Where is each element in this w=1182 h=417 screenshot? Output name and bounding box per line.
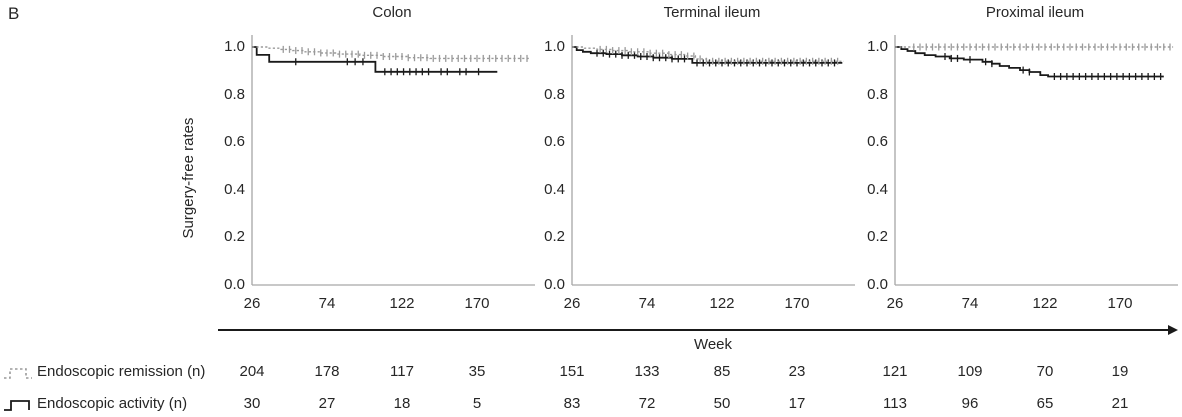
y-axis-label: Surgery-free rates bbox=[180, 117, 197, 239]
risk-count: 178 bbox=[314, 363, 340, 380]
risk-count: 5 bbox=[472, 395, 482, 412]
y-tick-label: 1.0 bbox=[867, 38, 888, 55]
y-tick-label: 0.6 bbox=[224, 133, 245, 151]
y-tick-label: 0.8 bbox=[544, 85, 565, 103]
y-tick-label: 0.0 bbox=[544, 276, 565, 293]
x-tick-label: 26 bbox=[243, 295, 261, 312]
risk-count: 18 bbox=[393, 395, 411, 412]
risk-count: 21 bbox=[1111, 395, 1129, 412]
risk-count: 27 bbox=[318, 395, 336, 412]
y-tick-label: 0.2 bbox=[867, 228, 888, 246]
km-curve-remission bbox=[572, 46, 844, 62]
y-tick-label: 1.0 bbox=[544, 38, 565, 55]
x-tick-label: 74 bbox=[961, 295, 979, 312]
subplot-terminal-ileum: Terminal ileum bbox=[570, 0, 870, 330]
y-tick-label: 0.2 bbox=[224, 228, 245, 246]
y-tick-label: 0.4 bbox=[544, 180, 565, 198]
km-curve-remission bbox=[252, 46, 531, 60]
y-tick-label: 0.4 bbox=[224, 180, 245, 198]
risk-row-label-remission: Endoscopic remission (n) bbox=[37, 363, 206, 380]
risk-count: 85 bbox=[713, 363, 731, 380]
km-curves-proximal-ileum bbox=[894, 35, 1178, 286]
subplot-colon: Colon bbox=[250, 0, 550, 330]
x-tick-label: 26 bbox=[886, 295, 904, 312]
risk-count: 72 bbox=[638, 395, 656, 412]
x-tick-label: 170 bbox=[784, 295, 810, 312]
subplot-title-colon: Colon bbox=[372, 4, 412, 21]
x-axis-label: Week bbox=[693, 336, 733, 353]
y-tick-label: 0.6 bbox=[544, 133, 565, 151]
risk-count: 30 bbox=[243, 395, 261, 412]
y-tick-label: 0.2 bbox=[544, 228, 565, 246]
y-tick-label: 1.0 bbox=[224, 38, 245, 55]
x-tick-label: 74 bbox=[318, 295, 336, 312]
risk-count: 50 bbox=[713, 395, 731, 412]
risk-count: 113 bbox=[883, 395, 907, 412]
subplot-title-proximal-ileum: Proximal ileum bbox=[985, 4, 1085, 21]
risk-count: 204 bbox=[239, 363, 265, 380]
x-tick-label: 170 bbox=[1107, 295, 1133, 312]
x-tick-label: 74 bbox=[638, 295, 656, 312]
km-curves-colon bbox=[251, 35, 535, 286]
y-tick-label: 0.8 bbox=[867, 85, 888, 103]
risk-row-label-activity: Endoscopic activity (n) bbox=[37, 395, 188, 412]
risk-count: 23 bbox=[788, 363, 806, 380]
x-tick-label: 122 bbox=[389, 295, 415, 312]
risk-count: 19 bbox=[1111, 363, 1129, 380]
week-axis-arrowhead-icon bbox=[1168, 325, 1178, 335]
risk-count: 35 bbox=[468, 363, 486, 380]
risk-count: 83 bbox=[563, 395, 581, 412]
y-tick-label: 0.4 bbox=[867, 180, 888, 198]
x-tick-label: 122 bbox=[709, 295, 735, 312]
x-tick-label: 26 bbox=[563, 295, 581, 312]
risk-count: 133 bbox=[634, 363, 660, 380]
km-curves-terminal-ileum bbox=[571, 35, 855, 286]
risk-count: 117 bbox=[390, 363, 414, 380]
x-tick-label: 170 bbox=[464, 295, 490, 312]
risk-count: 121 bbox=[882, 363, 908, 380]
risk-count: 17 bbox=[788, 395, 806, 412]
subplot-proximal-ileum: Proximal ileum bbox=[893, 0, 1182, 330]
risk-count: 70 bbox=[1036, 363, 1054, 380]
y-tick-label: 0.0 bbox=[224, 276, 245, 293]
subplot-title-terminal-ileum: Terminal ileum bbox=[663, 4, 761, 21]
y-tick-label: 0.6 bbox=[867, 133, 888, 151]
risk-count: 109 bbox=[957, 363, 983, 380]
y-tick-label: 0.0 bbox=[867, 276, 888, 293]
panel-label: B bbox=[8, 4, 20, 23]
remission-step-line-icon bbox=[4, 368, 32, 379]
x-tick-label: 122 bbox=[1032, 295, 1058, 312]
y-tick-label: 0.8 bbox=[224, 85, 245, 103]
risk-count: 65 bbox=[1036, 395, 1054, 412]
risk-count: 96 bbox=[961, 395, 979, 412]
week-axis-line bbox=[218, 329, 1170, 331]
activity-step-line-icon bbox=[4, 400, 30, 411]
km-curve-activity bbox=[252, 46, 498, 73]
risk-count: 151 bbox=[559, 363, 585, 380]
